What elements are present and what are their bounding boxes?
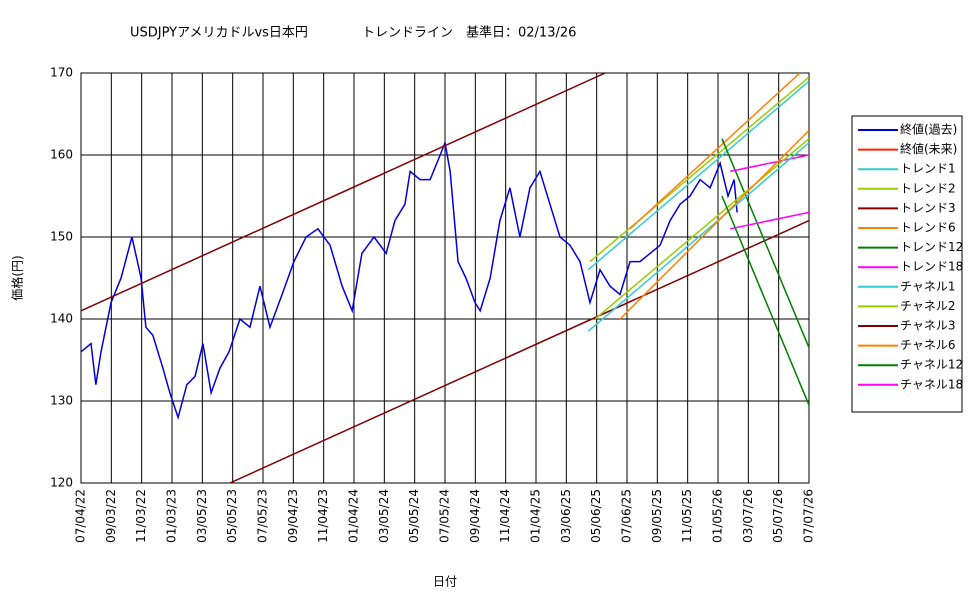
x-tick-label: 01/04/24	[347, 489, 361, 543]
legend-label: チャネル6	[900, 338, 956, 352]
y-tick-label: 160	[50, 148, 73, 162]
chart-subtitle: トレンドライン 基準日：02/13/26	[362, 25, 576, 41]
series-line	[587, 80, 809, 271]
plot-border	[80, 72, 810, 484]
x-tick-label: 11/04/23	[316, 489, 330, 543]
x-tick-label: 03/07/26	[741, 489, 755, 543]
legend-label: トレンド12	[900, 240, 963, 254]
x-tick-label: 07/05/23	[256, 489, 270, 543]
legend-label: チャネル3	[900, 319, 956, 333]
series-line	[629, 73, 801, 230]
x-tick-label: 01/03/23	[165, 489, 179, 543]
x-tick-label: 11/05/25	[680, 489, 694, 543]
x-tick-label: 03/06/25	[559, 489, 573, 543]
series-line	[721, 195, 809, 406]
series-line	[81, 139, 738, 421]
series-line	[619, 129, 809, 320]
x-tick-label: 11/03/22	[134, 489, 148, 543]
legend-label: トレンド3	[900, 201, 956, 215]
x-tick-label: 09/05/25	[650, 489, 664, 543]
x-axis-label: 日付	[433, 575, 457, 589]
x-tick-label: 05/07/26	[771, 489, 785, 543]
x-tick-label: 07/07/26	[802, 489, 816, 543]
x-tick-label: 03/05/23	[195, 489, 209, 543]
legend-label: 終値(過去)	[900, 122, 957, 137]
x-tick-label: 07/05/24	[438, 489, 452, 543]
x-tick-label: 11/04/24	[498, 489, 512, 543]
series-line	[587, 142, 809, 332]
legend-label: トレンド6	[900, 221, 956, 235]
x-tick-label: 09/04/24	[468, 489, 482, 543]
legend-label: 終値(未来)	[900, 141, 957, 156]
series-line	[594, 138, 809, 320]
legend-label: チャネル18	[900, 377, 963, 391]
y-tick-label: 140	[50, 312, 73, 326]
legend-label: チャネル1	[900, 279, 956, 293]
plot-lines	[81, 73, 809, 483]
x-tick-label: 09/03/22	[104, 489, 118, 543]
y-tick-label: 150	[50, 230, 73, 244]
y-axis-label: 価格(円)	[10, 255, 25, 300]
legend-label: トレンド1	[900, 162, 956, 176]
x-tick-label: 03/05/24	[377, 489, 391, 543]
y-tick-label: 170	[50, 66, 73, 80]
x-tick-label: 05/06/25	[589, 489, 603, 543]
x-tick-label: 07/04/22	[74, 489, 88, 543]
series-line	[81, 73, 606, 312]
series-line	[729, 211, 809, 230]
legend-label: チャネル2	[900, 299, 956, 313]
series-line	[589, 76, 809, 263]
x-tick-label: 01/04/25	[529, 489, 543, 543]
x-tick-label: 05/05/24	[407, 489, 421, 543]
legend-box	[851, 115, 963, 413]
series-line	[729, 154, 809, 173]
y-tick-label: 120	[50, 476, 73, 490]
x-tick-label: 07/06/25	[620, 489, 634, 543]
series-line	[721, 138, 809, 348]
legend-label: トレンド18	[900, 260, 963, 274]
x-tick-label: 05/05/23	[225, 489, 239, 543]
y-tick-label: 130	[50, 394, 73, 408]
chart-title: USDJPYアメリカドルvs日本円	[130, 26, 308, 41]
legend-label: トレンド2	[900, 181, 956, 195]
x-tick-label: 09/04/23	[286, 489, 300, 543]
x-tick-label: 01/05/26	[711, 489, 725, 543]
series-line	[229, 219, 809, 483]
legend-label: チャネル12	[900, 358, 963, 372]
